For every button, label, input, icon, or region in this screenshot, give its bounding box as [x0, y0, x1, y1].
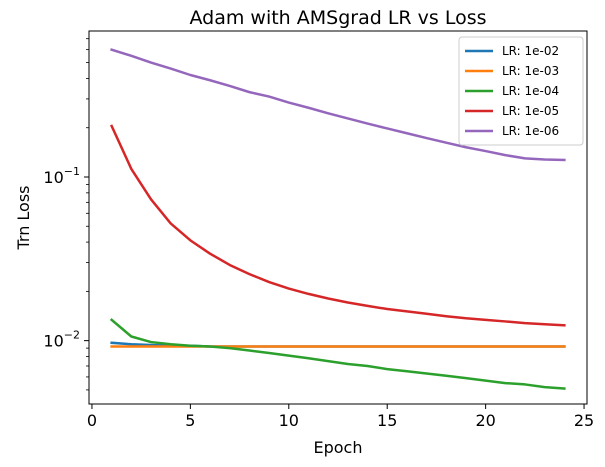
y-tick-label: 10−1 — [43, 165, 80, 187]
legend-label: LR: 1e-04 — [502, 84, 559, 98]
x-tick-label: 10 — [279, 411, 299, 430]
x-tick-label: 25 — [574, 411, 594, 430]
plot-area — [109, 48, 566, 390]
x-tick-label: 20 — [475, 411, 495, 430]
legend-label: LR: 1e-02 — [502, 44, 559, 58]
y-tick-label: 10−2 — [43, 329, 80, 351]
legend-label: LR: 1e-05 — [502, 104, 559, 118]
legend-label: LR: 1e-03 — [502, 64, 559, 78]
chart-title: Adam with AMSgrad LR vs Loss — [189, 7, 486, 29]
x-tick-label: 5 — [185, 411, 195, 430]
series-line-5 — [110, 48, 566, 162]
series-line-4 — [109, 124, 566, 327]
legend-label: LR: 1e-06 — [502, 124, 559, 138]
legend-box — [458, 36, 584, 146]
legend: LR: 1e-02 LR: 1e-03 LR: 1e-04 LR: 1e-05 LR: … — [458, 36, 584, 146]
x-tick-label: 0 — [87, 411, 97, 430]
series-line-3 — [109, 318, 566, 390]
axes: 0 5 10 15 20 25 10−2 10−1 — [43, 30, 594, 430]
x-axis-title: Epoch — [314, 438, 363, 457]
plot-frame — [88, 30, 588, 405]
x-tick-label: 15 — [377, 411, 397, 430]
y-axis-title: Trn Loss — [14, 185, 33, 250]
